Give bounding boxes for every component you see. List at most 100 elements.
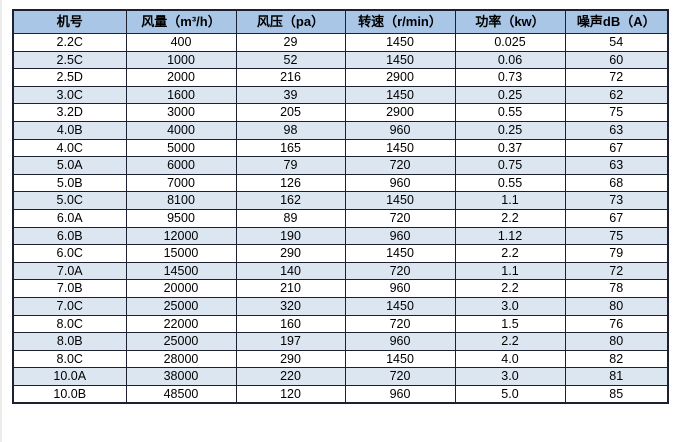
table-row: 7.0C 25000 320 1450 3.0 80 bbox=[12, 296, 669, 316]
cell-noise: 67 bbox=[564, 138, 669, 158]
cell-airflow: 25000 bbox=[125, 332, 237, 351]
cell-pressure: 126 bbox=[235, 173, 346, 193]
cell-power: 3.0 bbox=[454, 367, 566, 386]
cell-model: 8.0B bbox=[12, 332, 127, 351]
cell-speed: 1450 bbox=[344, 349, 456, 369]
cell-model: 6.0A bbox=[12, 208, 127, 228]
cell-pressure: 79 bbox=[235, 156, 346, 175]
cell-model: 3.0C bbox=[12, 85, 127, 105]
cell-power: 2.2 bbox=[454, 244, 566, 263]
cell-model: 7.0B bbox=[12, 279, 127, 298]
table-row: 5.0B 7000 126 960 0.55 68 bbox=[12, 173, 669, 193]
cell-pressure: 210 bbox=[235, 279, 346, 298]
cell-noise: 80 bbox=[564, 296, 669, 316]
cell-power: 0.06 bbox=[454, 50, 566, 70]
cell-airflow: 48500 bbox=[125, 384, 237, 404]
cell-noise: 72 bbox=[564, 68, 669, 87]
cell-speed: 960 bbox=[344, 384, 456, 404]
cell-noise: 81 bbox=[564, 367, 669, 386]
cell-airflow: 28000 bbox=[125, 349, 237, 369]
cell-model: 10.0B bbox=[12, 384, 127, 404]
cell-power: 0.025 bbox=[454, 33, 566, 52]
header-row: 机号 风量（m³/h） 风压（pa） 转速（r/min） 功率（kw） 噪声dB（A） bbox=[12, 9, 669, 34]
cell-noise: 60 bbox=[564, 50, 669, 70]
column-header-model: 机号 bbox=[12, 9, 127, 34]
cell-speed: 1450 bbox=[344, 191, 456, 210]
cell-noise: 82 bbox=[564, 349, 669, 369]
column-header-power: 功率（kw） bbox=[454, 9, 566, 34]
cell-noise: 76 bbox=[564, 314, 669, 334]
cell-speed: 1450 bbox=[344, 244, 456, 263]
cell-airflow: 1600 bbox=[125, 85, 237, 105]
table-row: 6.0C 15000 290 1450 2.2 79 bbox=[12, 244, 669, 263]
cell-speed: 960 bbox=[344, 173, 456, 193]
cell-airflow: 3000 bbox=[125, 103, 237, 122]
cell-power: 0.75 bbox=[454, 156, 566, 175]
cell-pressure: 162 bbox=[235, 191, 346, 210]
cell-noise: 78 bbox=[564, 279, 669, 298]
cell-speed: 720 bbox=[344, 314, 456, 334]
cell-model: 2.2C bbox=[12, 33, 127, 52]
cell-speed: 720 bbox=[344, 156, 456, 175]
cell-noise: 54 bbox=[564, 33, 669, 52]
cell-airflow: 12000 bbox=[125, 226, 237, 246]
cell-pressure: 160 bbox=[235, 314, 346, 334]
cell-power: 1.12 bbox=[454, 226, 566, 246]
cell-airflow: 6000 bbox=[125, 156, 237, 175]
cell-pressure: 165 bbox=[235, 138, 346, 158]
table-row: 8.0B 25000 197 960 2.2 80 bbox=[12, 332, 669, 351]
cell-airflow: 22000 bbox=[125, 314, 237, 334]
table-row: 2.2C 400 29 1450 0.025 54 bbox=[12, 33, 669, 52]
cell-noise: 67 bbox=[564, 208, 669, 228]
cell-airflow: 5000 bbox=[125, 138, 237, 158]
cell-power: 1.1 bbox=[454, 191, 566, 210]
cell-power: 0.37 bbox=[454, 138, 566, 158]
cell-speed: 720 bbox=[344, 367, 456, 386]
fan-spec-sheet: 机号 风量（m³/h） 风压（pa） 转速（r/min） 功率（kw） 噪声dB（A） 2… bbox=[12, 9, 669, 434]
cell-airflow: 1000 bbox=[125, 50, 237, 70]
table-row: 10.0B 48500 120 960 5.0 85 bbox=[12, 384, 669, 404]
cell-model: 8.0C bbox=[12, 349, 127, 369]
cell-speed: 2900 bbox=[344, 103, 456, 122]
cell-model: 6.0B bbox=[12, 226, 127, 246]
cell-pressure: 98 bbox=[235, 120, 346, 140]
cell-speed: 720 bbox=[344, 261, 456, 281]
cell-airflow: 4000 bbox=[125, 120, 237, 140]
cell-airflow: 14500 bbox=[125, 261, 237, 281]
cell-model: 2.5D bbox=[12, 68, 127, 87]
cell-airflow: 400 bbox=[125, 33, 237, 52]
cell-power: 5.0 bbox=[454, 384, 566, 404]
cell-power: 0.55 bbox=[454, 173, 566, 193]
column-header-noise: 噪声dB（A） bbox=[564, 9, 669, 34]
cell-power: 2.2 bbox=[454, 279, 566, 298]
cell-noise: 80 bbox=[564, 332, 669, 351]
cell-model: 5.0C bbox=[12, 191, 127, 210]
cell-airflow: 9500 bbox=[125, 208, 237, 228]
cell-power: 0.55 bbox=[454, 103, 566, 122]
cell-pressure: 120 bbox=[235, 384, 346, 404]
cell-pressure: 220 bbox=[235, 367, 346, 386]
cell-power: 0.25 bbox=[454, 120, 566, 140]
cell-airflow: 2000 bbox=[125, 68, 237, 87]
table-row: 2.5C 1000 52 1450 0.06 60 bbox=[12, 50, 669, 70]
cell-airflow: 25000 bbox=[125, 296, 237, 316]
cell-model: 4.0C bbox=[12, 138, 127, 158]
cell-noise: 72 bbox=[564, 261, 669, 281]
cell-model: 6.0C bbox=[12, 244, 127, 263]
table-row: 10.0A 38000 220 720 3.0 81 bbox=[12, 367, 669, 386]
cell-pressure: 216 bbox=[235, 68, 346, 87]
cell-noise: 75 bbox=[564, 103, 669, 122]
cell-pressure: 52 bbox=[235, 50, 346, 70]
cell-power: 1.5 bbox=[454, 314, 566, 334]
cell-speed: 2900 bbox=[344, 68, 456, 87]
cell-pressure: 89 bbox=[235, 208, 346, 228]
table-row: 3.0C 1600 39 1450 0.25 62 bbox=[12, 85, 669, 105]
cell-noise: 79 bbox=[564, 244, 669, 263]
cell-noise: 63 bbox=[564, 156, 669, 175]
fan-spec-table: 机号 风量（m³/h） 风压（pa） 转速（r/min） 功率（kw） 噪声dB（A） 2… bbox=[12, 9, 669, 405]
table-row: 6.0A 9500 89 720 2.2 67 bbox=[12, 208, 669, 228]
cell-airflow: 38000 bbox=[125, 367, 237, 386]
cell-noise: 62 bbox=[564, 85, 669, 105]
cell-speed: 1450 bbox=[344, 33, 456, 52]
column-header-pressure: 风压（pa） bbox=[235, 9, 346, 34]
